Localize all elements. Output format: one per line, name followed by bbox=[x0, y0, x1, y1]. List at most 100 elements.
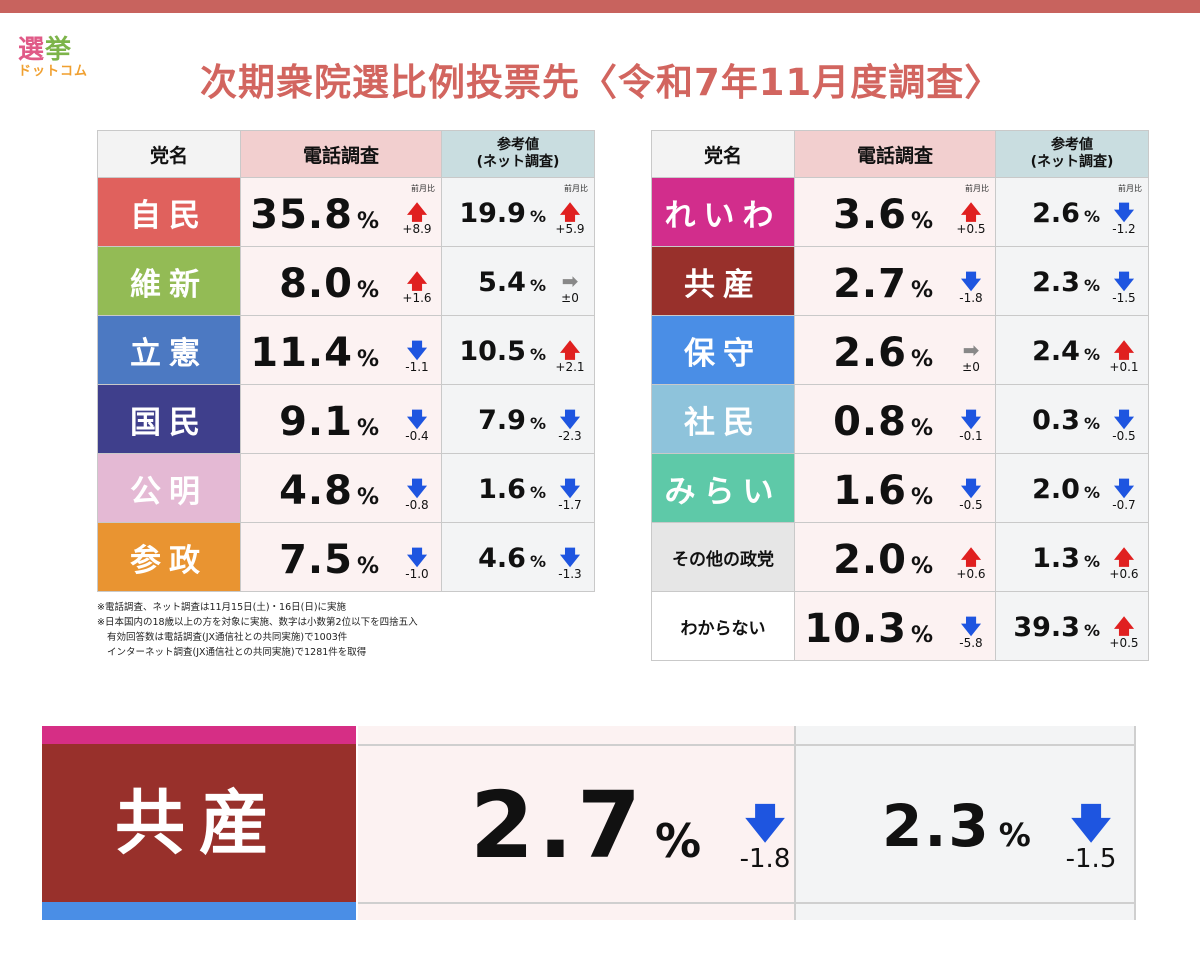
net-delta-text: +0.1 bbox=[1109, 360, 1139, 374]
phone-delta-text: ±0 bbox=[962, 360, 980, 374]
net-delta-text: -0.7 bbox=[1112, 498, 1136, 512]
header-party: 党名 bbox=[97, 130, 241, 178]
page-title: 次期衆院選比例投票先〈令和7年11月度調査〉 bbox=[200, 61, 1003, 104]
net-number: 19.9 bbox=[459, 198, 526, 229]
party-table-left: 党名 電話調査 参考値 (ネット調査) 自民 前月比 35.8% 🡅 +8.9 前月比 19… bbox=[97, 130, 595, 592]
phone-cell: 8.0% 🡅 +1.6 bbox=[240, 246, 442, 316]
net-cell: 1.3% 🡅 +0.6 bbox=[995, 522, 1149, 592]
table-row: れいわ 前月比 3.6% 🡅 +0.5 前月比 2.6% 🡇 -1.2 bbox=[651, 177, 1149, 247]
net-delta-text: -1.7 bbox=[558, 498, 582, 512]
logo-char-1: 選 bbox=[18, 35, 46, 65]
percent-sign: % bbox=[529, 345, 546, 364]
percent-sign: % bbox=[529, 207, 546, 226]
net-value: 1.6% bbox=[478, 474, 546, 505]
net-value: 4.6% bbox=[478, 543, 546, 574]
header-net-survey: 参考値 (ネット調査) bbox=[995, 130, 1149, 178]
net-cell: 39.3% 🡅 +0.5 bbox=[995, 591, 1149, 661]
header-net-line1: 参考値 bbox=[1051, 137, 1093, 153]
note-line: 有効回答数は電話調査(JX通信社との共同実施)で1003件 bbox=[107, 632, 348, 643]
table-row: 維新 8.0% 🡅 +1.6 5.4% ➡ ±0 bbox=[97, 246, 595, 316]
net-number: 39.3 bbox=[1013, 612, 1080, 643]
table-header-row: 党名 電話調査 参考値 (ネット調査) bbox=[651, 130, 1149, 178]
net-value: 19.9% bbox=[459, 198, 546, 229]
logo-char-2: 挙 bbox=[45, 35, 73, 65]
net-delta: 🡇 -1.2 bbox=[1106, 202, 1142, 236]
percent-sign: % bbox=[356, 278, 379, 303]
percent-sign: % bbox=[356, 347, 379, 372]
site-logo: 選挙 ドットコム bbox=[18, 36, 98, 96]
net-delta: 🡇 -0.5 bbox=[1106, 409, 1142, 443]
net-value: 2.0% bbox=[1032, 474, 1100, 505]
percent-sign: % bbox=[910, 485, 933, 510]
phone-value: 9.1% bbox=[279, 399, 379, 445]
net-delta-text: -1.2 bbox=[1112, 222, 1136, 236]
down-arrow-icon: 🡇 bbox=[960, 476, 982, 500]
net-value: 2.6% bbox=[1032, 198, 1100, 229]
zoom-phone-value: 2.7% bbox=[470, 772, 701, 879]
table-row: 国民 9.1% 🡇 -0.4 7.9% 🡇 -2.3 bbox=[97, 384, 595, 454]
net-delta-text: +0.5 bbox=[1109, 636, 1139, 650]
net-number: 1.6 bbox=[478, 474, 526, 505]
net-delta: 🡇 -1.3 bbox=[552, 547, 588, 581]
zoom-party-name: 共産 bbox=[42, 744, 356, 902]
phone-delta: 🡇 -0.5 bbox=[953, 478, 989, 512]
down-arrow-icon: 🡇 bbox=[406, 545, 428, 569]
zoom-prev-party-swatch bbox=[42, 726, 356, 744]
zoom-divider bbox=[358, 744, 1136, 746]
phone-value: 2.0% bbox=[833, 537, 933, 583]
phone-value: 10.3% bbox=[804, 606, 933, 652]
phone-number: 2.6 bbox=[833, 330, 907, 376]
net-delta: 🡇 -2.3 bbox=[552, 409, 588, 443]
net-value: 39.3% bbox=[1013, 612, 1100, 643]
percent-sign: % bbox=[1083, 483, 1100, 502]
table-row: 共産 2.7% 🡇 -1.8 2.3% 🡇 -1.5 bbox=[651, 246, 1149, 316]
net-cell: 0.3% 🡇 -0.5 bbox=[995, 384, 1149, 454]
phone-delta-text: -0.8 bbox=[405, 498, 429, 512]
phone-value: 8.0% bbox=[279, 261, 379, 307]
party-name: 社民 bbox=[651, 384, 795, 454]
up-arrow-icon: 🡅 bbox=[406, 200, 428, 224]
percent-sign: % bbox=[1083, 276, 1100, 295]
party-name: 自民 bbox=[97, 177, 241, 247]
table-row: 社民 0.8% 🡇 -0.1 0.3% 🡇 -0.5 bbox=[651, 384, 1149, 454]
percent-sign: % bbox=[1083, 207, 1100, 226]
down-arrow-icon: 🡇 bbox=[406, 407, 428, 431]
phone-value: 35.8% bbox=[250, 192, 379, 238]
zoom-net-value: 2.3% bbox=[882, 792, 1031, 860]
phone-cell: 0.8% 🡇 -0.1 bbox=[794, 384, 996, 454]
logo-mark: 選挙 bbox=[18, 36, 98, 64]
down-arrow-icon: 🡇 bbox=[559, 407, 581, 431]
party-name: 立憲 bbox=[97, 315, 241, 385]
phone-value: 0.8% bbox=[833, 399, 933, 445]
table-row: 立憲 11.4% 🡇 -1.1 10.5% 🡅 +2.1 bbox=[97, 315, 595, 385]
zoom-phone-delta-text: -1.8 bbox=[739, 844, 791, 874]
table-row: わからない 10.3% 🡇 -5.8 39.3% 🡅 +0.5 bbox=[651, 591, 1149, 661]
phone-number: 35.8 bbox=[250, 192, 353, 238]
phone-number: 2.7 bbox=[833, 261, 907, 307]
net-delta-text: -1.3 bbox=[558, 567, 582, 581]
net-number: 2.4 bbox=[1032, 336, 1080, 367]
percent-sign: % bbox=[529, 414, 546, 433]
phone-value: 3.6% bbox=[833, 192, 933, 238]
phone-delta-text: -1.8 bbox=[959, 291, 983, 305]
down-arrow-icon: 🡇 bbox=[960, 614, 982, 638]
phone-delta-text: -0.1 bbox=[959, 429, 983, 443]
percent-sign: % bbox=[998, 816, 1031, 854]
percent-sign: % bbox=[356, 485, 379, 510]
up-arrow-icon: 🡅 bbox=[1113, 338, 1135, 362]
down-arrow-icon: 🡇 bbox=[960, 407, 982, 431]
zoom-net-cell: 2.3% 🡇 -1.5 bbox=[796, 726, 1136, 920]
zoom-divider bbox=[1134, 726, 1136, 920]
phone-delta-text: -0.5 bbox=[959, 498, 983, 512]
percent-sign: % bbox=[529, 552, 546, 571]
net-delta: 🡅 +5.9 bbox=[552, 202, 588, 236]
phone-number: 0.8 bbox=[833, 399, 907, 445]
percent-sign: % bbox=[910, 278, 933, 303]
net-delta: 🡇 -1.7 bbox=[552, 478, 588, 512]
zoom-divider bbox=[794, 726, 796, 920]
down-arrow-icon: 🡇 bbox=[1113, 476, 1135, 500]
phone-number: 7.5 bbox=[279, 537, 353, 583]
phone-cell: 7.5% 🡇 -1.0 bbox=[240, 522, 442, 592]
phone-delta-text: +8.9 bbox=[402, 222, 432, 236]
percent-sign: % bbox=[910, 416, 933, 441]
